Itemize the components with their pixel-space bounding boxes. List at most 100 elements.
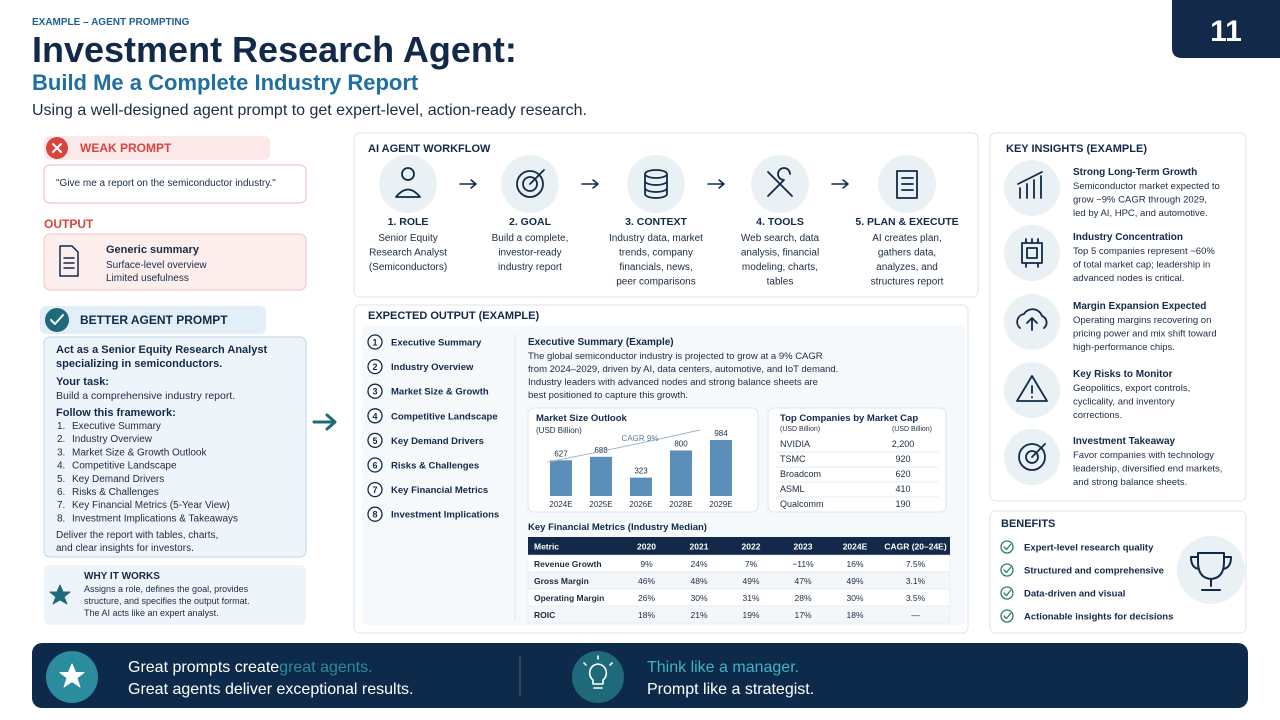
table-cell: 28% — [794, 593, 811, 603]
x-tick-label: 2024E — [549, 500, 572, 509]
insight-text: high-performance chips. — [1073, 342, 1175, 353]
footer-text: Prompt like a strategist. — [647, 681, 814, 698]
check-circle — [1000, 563, 1014, 577]
output-line: Limited usefulness — [106, 273, 189, 284]
weak-quote: "Give me a report on the semiconductor i… — [56, 178, 276, 189]
icon — [59, 663, 85, 688]
better-box — [43, 336, 307, 558]
summary-text: The global semiconductor industry is pro… — [528, 351, 823, 362]
task: Build a comprehensive industry report. — [56, 390, 235, 402]
table-row — [527, 605, 951, 624]
trophy — [1190, 552, 1232, 591]
table-cell: 3.1% — [906, 576, 926, 586]
better-intro: specializing in semiconductors. — [56, 358, 222, 370]
icon — [59, 245, 79, 277]
table-cell: 18% — [846, 610, 863, 620]
framework-number: 1. — [57, 421, 65, 432]
section-circle — [367, 408, 383, 424]
section-label: Executive Summary — [391, 338, 482, 349]
x-tick-label: 2028E — [669, 500, 692, 509]
subtitle: Build Me a Complete Industry Report — [32, 70, 419, 95]
x-tick-label: 2026E — [629, 500, 652, 509]
bar-value-label: 688 — [594, 446, 608, 455]
better-heading: BETTER AGENT PROMPT — [80, 313, 228, 327]
table-cell: 21% — [690, 610, 707, 620]
step-text: investor-ready — [498, 248, 561, 259]
check — [1003, 566, 1012, 574]
better-icon — [45, 308, 69, 332]
step-label: 5. PLAN & EXECUTE — [855, 216, 958, 228]
step-label: 4. TOOLS — [756, 216, 804, 228]
table-header-cell: CAGR (20–24E) — [884, 542, 947, 552]
section-label: Investment Implications — [391, 510, 499, 521]
section-label: Key Financial Metrics — [391, 485, 488, 496]
page-number-box — [1172, 0, 1280, 58]
company-name: TSMC — [780, 454, 806, 464]
output-line: Surface-level overview — [106, 260, 207, 271]
table-cell: 7.5% — [906, 559, 926, 569]
table-cell: 47% — [794, 576, 811, 586]
company-value: 620 — [895, 469, 910, 479]
table-cell: Gross Margin — [534, 576, 589, 586]
step-text: Build a complete, — [492, 233, 569, 244]
section-circle — [367, 432, 383, 449]
insight-title: Key Risks to Monitor — [1073, 369, 1173, 380]
icon — [49, 584, 71, 605]
insight-text: of total market cap; leadership in — [1073, 260, 1210, 271]
framework-number: 3. — [57, 447, 65, 458]
insight-icon — [1016, 375, 1048, 402]
table-header-cell: 2022 — [742, 542, 761, 552]
bar — [630, 477, 652, 496]
table-row — [527, 571, 951, 590]
why-text: Assigns a role, defines the goal, provid… — [84, 584, 249, 594]
section-label: Market Size & Growth — [391, 387, 489, 398]
benefit-item: Expert-level research quality — [1024, 543, 1154, 554]
workflow-icon-bg — [379, 155, 437, 213]
workflow-icon — [516, 169, 545, 198]
framework-number: 4. — [57, 461, 65, 472]
bar — [670, 450, 692, 496]
summary-title: Executive Summary (Example) — [528, 337, 674, 348]
insight-text: pricing power and mix shift toward — [1073, 329, 1217, 340]
section-circle — [367, 358, 383, 375]
insight-icon — [1016, 308, 1048, 331]
footer — [32, 643, 1248, 708]
summary-text: best positioned to capture this growth. — [528, 390, 688, 401]
quote-box — [43, 164, 307, 204]
why-box — [44, 565, 306, 625]
workflow-heading: AI AGENT WORKFLOW — [368, 143, 491, 155]
bar-value-label: 627 — [554, 449, 568, 458]
table-cell: 31% — [742, 593, 759, 603]
bar-value-label: 800 — [674, 439, 688, 448]
company-value: 410 — [895, 484, 910, 494]
insight-icon — [1017, 171, 1043, 199]
table-cell: 17% — [794, 610, 811, 620]
insight-icon-bg — [1004, 160, 1060, 216]
insight-text: and strong balance sheets. — [1073, 477, 1187, 488]
footer-text: Great agents deliver exceptional results… — [128, 681, 413, 698]
check-circle — [1000, 609, 1014, 623]
insight-title: Investment Takeaway — [1073, 436, 1176, 447]
table-cell: 3.5% — [906, 593, 926, 603]
insight-icon-bg — [1004, 225, 1060, 281]
why-text: The AI acts like an expert analyst. — [84, 608, 219, 618]
table-cell: 16% — [846, 559, 863, 569]
framework-item: Key Financial Metrics (5-Year View) — [72, 500, 230, 511]
step-text: industry report — [498, 262, 562, 273]
insight-text: Top 5 companies represent ~60% — [1073, 246, 1215, 257]
company-name: ASML — [780, 484, 805, 494]
table-cell: ROIC — [534, 610, 555, 620]
step-text: Research Analyst — [369, 248, 447, 259]
framework-number: 5. — [57, 474, 65, 485]
section-number: 3 — [372, 387, 377, 397]
step-text: modeling, charts, — [742, 262, 818, 273]
insight-text: advanced nodes is critical. — [1073, 273, 1184, 284]
bar — [550, 460, 572, 496]
trend-line — [547, 429, 701, 463]
table-cell: 18% — [638, 610, 655, 620]
workflow-icon — [644, 169, 668, 199]
section-number: 4 — [372, 411, 377, 421]
step-text: tables — [767, 277, 794, 288]
output-label: OUTPUT — [44, 217, 94, 231]
